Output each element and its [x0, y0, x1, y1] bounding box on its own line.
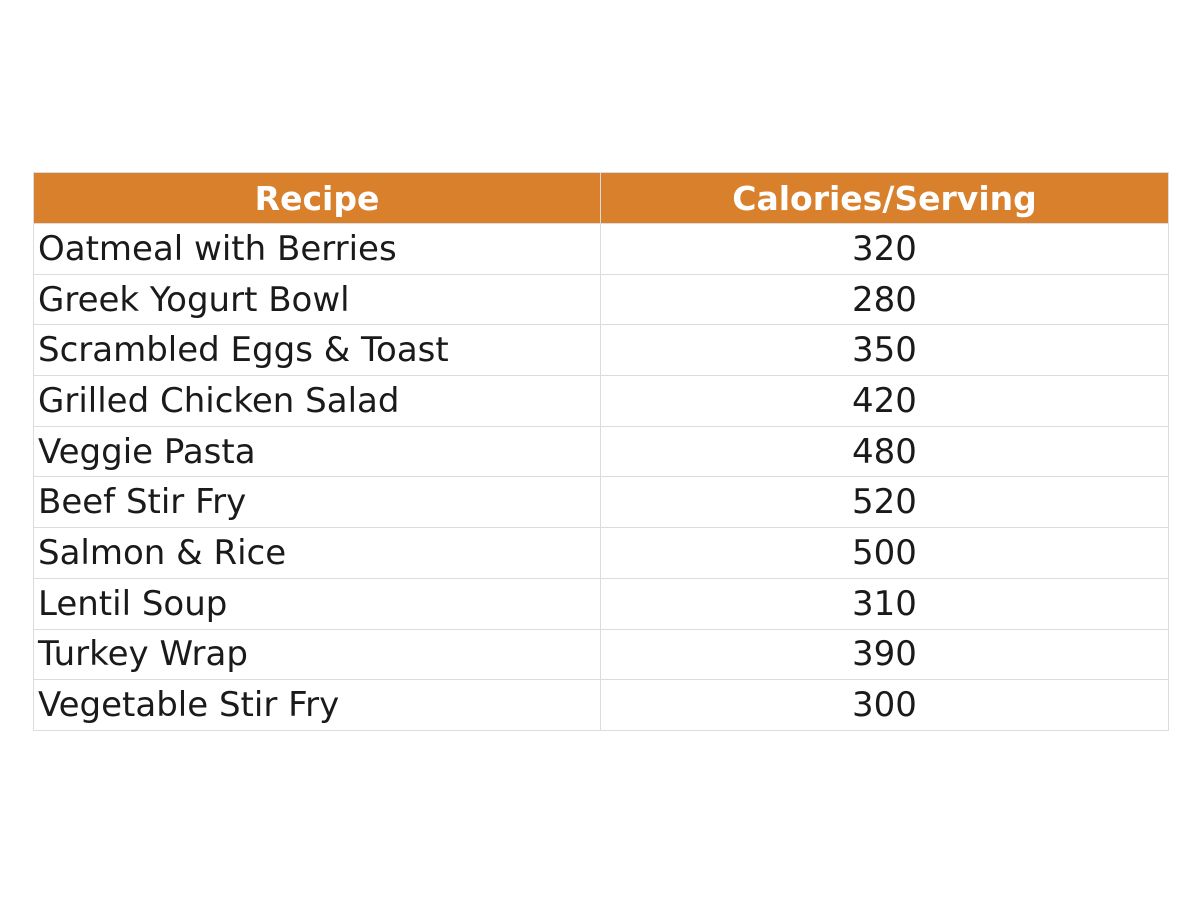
recipe-cell: Beef Stir Fry [33, 476, 601, 529]
calories-cell: 320 [600, 223, 1169, 275]
recipe-cell: Salmon & Rice [33, 527, 601, 579]
table-row: Lentil Soup 310 [33, 577, 1169, 630]
recipe-cell: Grilled Chicken Salad [33, 375, 601, 427]
calories-cell: 350 [600, 324, 1169, 377]
table-row: Greek Yogurt Bowl 280 [33, 273, 1169, 326]
recipe-cell: Vegetable Stir Fry [33, 679, 601, 731]
table-header: Recipe Calories/Serving [33, 172, 1169, 224]
header-row: Recipe Calories/Serving [33, 172, 1169, 224]
recipe-table: Recipe Calories/Serving Oatmeal with Ber… [33, 172, 1169, 731]
table-body: Oatmeal with Berries 320 Greek Yogurt Bowl… [33, 223, 1169, 731]
table-row: Veggie Pasta 480 [33, 425, 1169, 478]
calories-cell: 500 [600, 527, 1169, 579]
table-row: Grilled Chicken Salad 420 [33, 375, 1169, 427]
calories-cell: 520 [600, 476, 1169, 529]
recipe-cell: Oatmeal with Berries [33, 223, 601, 275]
table-row: Beef Stir Fry 520 [33, 476, 1169, 529]
table-row: Oatmeal with Berries 320 [33, 223, 1169, 275]
recipe-cell: Turkey Wrap [33, 628, 601, 681]
calories-cell: 480 [600, 425, 1169, 478]
calories-cell: 280 [600, 273, 1169, 326]
table-row: Scrambled Eggs & Toast 350 [33, 324, 1169, 377]
recipe-cell: Veggie Pasta [33, 425, 601, 478]
recipe-cell: Scrambled Eggs & Toast [33, 324, 601, 377]
calories-cell: 300 [600, 679, 1169, 731]
table-row: Vegetable Stir Fry 300 [33, 679, 1169, 731]
recipe-cell: Lentil Soup [33, 577, 601, 630]
recipe-cell: Greek Yogurt Bowl [33, 273, 601, 326]
table-row: Turkey Wrap 390 [33, 628, 1169, 681]
calories-cell: 310 [600, 577, 1169, 630]
calories-cell: 390 [600, 628, 1169, 681]
header-cell: Calories/Serving [600, 172, 1169, 224]
table-row: Salmon & Rice 500 [33, 527, 1169, 579]
header-cell: Recipe [33, 172, 601, 224]
calories-cell: 420 [600, 375, 1169, 427]
